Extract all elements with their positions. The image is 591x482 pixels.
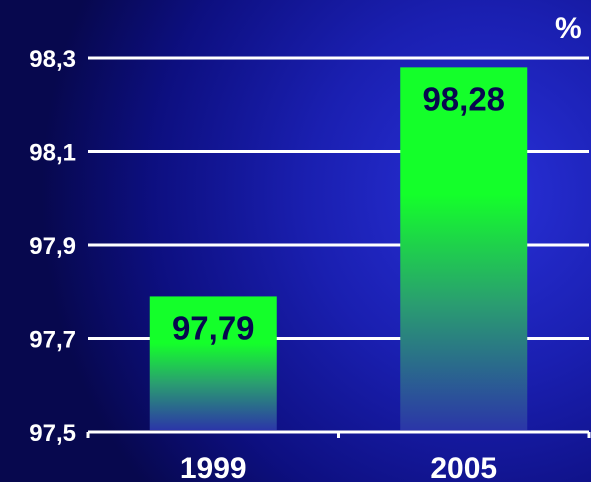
- data-label: 98,28: [422, 80, 505, 117]
- bars: [149, 67, 528, 430]
- labels: 97,5 97,7 97,9 98,1 98,3 97,79 1999 98,28 2005: [29, 46, 505, 482]
- y-tick-label: 97,5: [29, 420, 76, 447]
- x-axis: [86, 430, 591, 438]
- data-label: 97,79: [172, 309, 255, 346]
- y-tick-label: 97,9: [29, 233, 76, 260]
- x-tick-label: 1999: [180, 452, 247, 482]
- y-tick-label: 98,3: [29, 46, 76, 73]
- unit-label: %: [555, 12, 582, 45]
- x-tick-label: 2005: [430, 452, 497, 482]
- y-tick-label: 97,7: [29, 327, 76, 354]
- bar: [149, 296, 277, 430]
- y-tick-label: 98,1: [29, 140, 76, 167]
- bar: [400, 67, 528, 430]
